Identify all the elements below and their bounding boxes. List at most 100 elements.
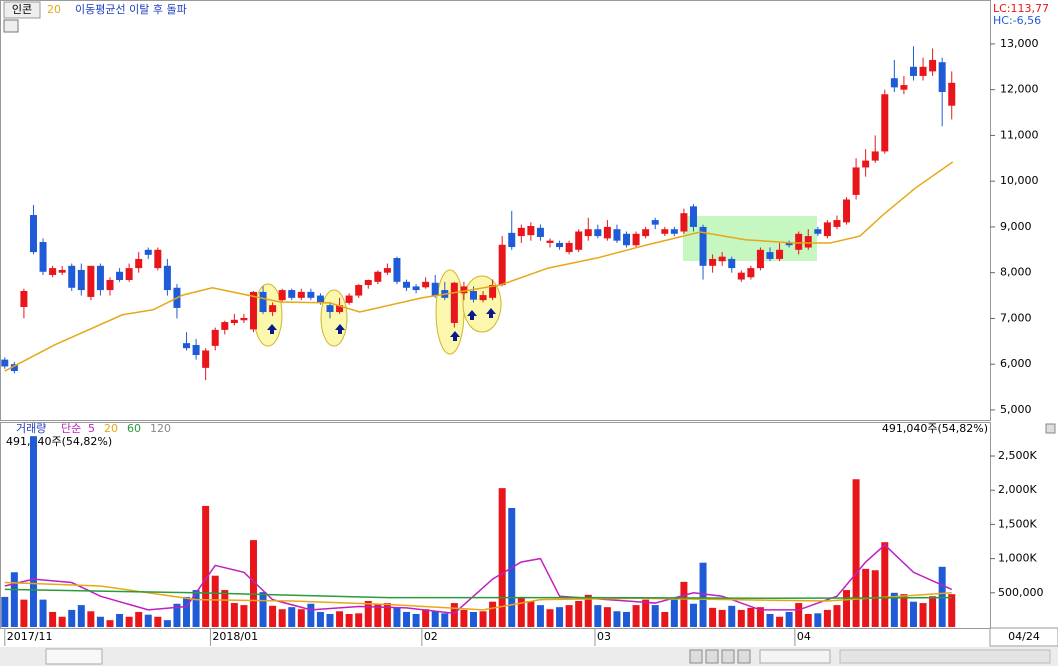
arrow-icon [450, 331, 460, 341]
candle-body [843, 199, 851, 223]
volume-ma-line [4, 581, 952, 611]
volume-bar [479, 611, 487, 627]
y-tick-label: 9,000 [1000, 220, 1032, 233]
volume-bar [116, 614, 124, 627]
x-tick-label: 03 [597, 630, 611, 643]
volume-bar [890, 592, 898, 627]
candle-body [125, 268, 133, 280]
panel-button[interactable] [1045, 423, 1056, 434]
volume-panel [0, 422, 991, 629]
volume-bar [680, 581, 688, 627]
volume-bar [336, 611, 344, 627]
candle-body [613, 229, 621, 241]
volume-bar [517, 596, 525, 627]
candle-body [135, 258, 143, 269]
volume-bar [154, 616, 162, 627]
volume-bar [144, 614, 152, 627]
volume-bar [163, 620, 171, 627]
candle-body [881, 94, 889, 152]
candle-body [221, 322, 229, 330]
volume-bar [183, 596, 191, 627]
volume-bar [814, 613, 822, 627]
candle-body [833, 220, 841, 227]
scroll-thumb[interactable] [45, 648, 103, 665]
y-tick-label: 500,000 [998, 586, 1044, 599]
legend-entry: 20 [104, 422, 118, 435]
candle-body [594, 229, 602, 237]
candle-body [718, 256, 726, 262]
candle-body [326, 305, 334, 313]
candle-body [393, 258, 401, 282]
candle-body [756, 249, 764, 269]
candle-body [909, 66, 917, 76]
candle-body [747, 268, 755, 278]
candle-body [536, 227, 544, 237]
candle-body [307, 291, 315, 298]
candle-body [383, 268, 391, 273]
volume-bar [852, 479, 860, 627]
volume-bar [623, 611, 631, 627]
candle-body [871, 151, 879, 161]
volume-bar [594, 605, 602, 627]
volume-bar [173, 603, 181, 627]
candle-body [403, 281, 411, 288]
candle-body [661, 229, 669, 234]
tag: 인콘 [12, 3, 32, 16]
grid-icon[interactable] [3, 19, 19, 33]
volume-bar [431, 611, 439, 627]
volume-bar [202, 505, 210, 627]
volume-bar [393, 607, 401, 627]
candle-body [202, 350, 210, 368]
volume-bar [422, 609, 430, 627]
volume-bar [87, 611, 95, 627]
candle-body [412, 286, 420, 291]
arrow-icon [335, 324, 345, 334]
volume-bar [106, 620, 114, 627]
volume-bar [728, 605, 736, 627]
candle-body [948, 82, 956, 106]
ma-line [4, 161, 954, 372]
candle-body [776, 249, 784, 259]
volume-bar [39, 599, 47, 627]
toolbar-buttons[interactable] [689, 649, 1051, 664]
volume-bar [469, 611, 477, 627]
volume-bar [29, 436, 37, 627]
volume-last: 491,040주(54,82%) [6, 435, 112, 448]
candle-body [603, 226, 611, 239]
last-date: 04/24 [1008, 630, 1040, 643]
candle-body [823, 222, 831, 237]
candle-body [49, 268, 57, 275]
candle-body [737, 272, 745, 280]
candle-body [77, 269, 85, 291]
volume-bar [881, 542, 889, 627]
candle-body [269, 305, 277, 313]
volume-bar [10, 572, 18, 627]
volume-bar [383, 603, 391, 627]
volume-bar [58, 616, 66, 627]
candle-body [498, 244, 506, 286]
volume-bar [230, 603, 238, 627]
ma-kind: 단순 [61, 422, 81, 435]
volume-bar [766, 614, 774, 627]
volume-bar [699, 562, 707, 627]
volume-bar [345, 614, 353, 627]
volume-bar [240, 605, 248, 627]
volume-ma-line [4, 543, 953, 615]
volume-last-right: 491,040주(54,82%) [882, 422, 988, 435]
volume-bar [192, 590, 200, 627]
volume-bar [718, 609, 726, 627]
volume-ma-line [4, 588, 952, 600]
volume-bar [278, 609, 286, 627]
candle-body [556, 242, 564, 248]
candle-body [546, 240, 554, 243]
volume-bar [211, 575, 219, 627]
volume-bar [259, 592, 267, 627]
candle-body [632, 233, 640, 246]
volume-bar [450, 603, 458, 627]
candle-body [58, 269, 66, 273]
x-tick-label: 02 [424, 630, 438, 643]
tag-box[interactable] [3, 1, 41, 19]
volume-bar [642, 599, 650, 627]
date-box [989, 627, 1058, 647]
